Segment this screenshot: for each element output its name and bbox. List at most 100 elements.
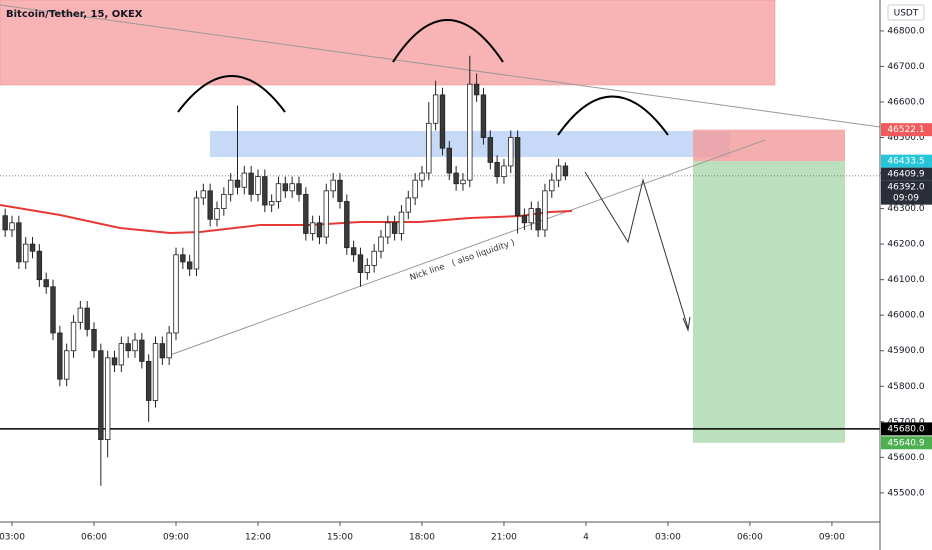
candle-body — [405, 197, 411, 213]
candle-body — [480, 94, 487, 138]
candle-body — [426, 122, 432, 174]
candle-body — [152, 343, 159, 401]
currency: USDT — [894, 9, 919, 19]
candle-body — [453, 172, 459, 185]
price-tag — [881, 436, 932, 450]
candle-body — [371, 250, 377, 266]
price-tag-label: 46522.1 — [887, 125, 924, 135]
candle-body — [262, 176, 268, 206]
candle-body — [193, 197, 200, 270]
candle-body — [255, 176, 261, 195]
candle-body — [227, 179, 234, 195]
candle-body — [282, 183, 289, 192]
candle-body — [357, 254, 364, 273]
candle-body — [555, 165, 562, 181]
candle-body — [446, 147, 452, 174]
y-tick-label: 46500.0 — [887, 133, 924, 143]
projection-arrow — [584, 171, 689, 329]
candle-body — [36, 250, 43, 281]
candle-body — [234, 179, 241, 188]
x-tick-label: 09:00 — [163, 533, 189, 543]
candle-body — [70, 321, 77, 352]
candle-body — [132, 339, 138, 352]
y-tick-label: 46000.0 — [887, 311, 924, 321]
candle-body — [275, 183, 282, 202]
candle-body — [467, 83, 473, 181]
candle-body — [432, 94, 439, 124]
candle-body — [77, 307, 84, 323]
candle-body — [350, 247, 357, 256]
x-tick-label: 15:00 — [327, 533, 353, 543]
candle-body — [207, 190, 213, 220]
candle-body — [344, 201, 350, 249]
candle-body — [309, 222, 316, 234]
candle-body — [508, 137, 514, 167]
trend-line — [0, 4, 881, 128]
y-tick-label: 46200.0 — [887, 240, 924, 250]
candle-body — [84, 307, 90, 330]
y-tick-label: 46700.0 — [887, 62, 924, 72]
candle-body — [145, 360, 152, 401]
currency-box — [887, 4, 925, 21]
candle-body — [487, 137, 493, 163]
candle-body — [296, 183, 302, 195]
price-axis — [880, 0, 932, 550]
price-tag-label: 46392.0 — [887, 183, 924, 193]
candle-body — [9, 222, 15, 231]
price-tag-label: 46433.5 — [887, 157, 924, 167]
candle-body — [173, 254, 179, 334]
candle-body — [91, 329, 97, 352]
candle-body — [528, 208, 534, 224]
price-tag — [881, 123, 932, 137]
y-tick-label: 45500.0 — [887, 488, 924, 498]
candle-body — [562, 165, 569, 177]
candle-body — [542, 190, 548, 231]
y-tick-label: 45700.0 — [887, 417, 924, 427]
candle-body — [200, 190, 207, 199]
candle-body — [221, 193, 227, 209]
candle-body — [378, 236, 384, 252]
candle-body — [29, 243, 36, 252]
shoulder-arc — [177, 75, 286, 113]
price-tag — [881, 180, 932, 205]
candle-body — [412, 179, 418, 199]
candle-body — [22, 243, 29, 263]
x-tick-label: 12:00 — [245, 533, 271, 543]
x-tick-label: 06:00 — [81, 533, 107, 543]
candle-body — [43, 279, 49, 288]
candle-body — [166, 332, 172, 359]
candle-body — [549, 179, 555, 192]
x-tick-label: 21:00 — [491, 533, 517, 543]
nick-line — [169, 139, 766, 356]
candle-body — [111, 357, 118, 366]
candle-body — [50, 286, 56, 334]
candle-body — [139, 339, 145, 362]
candle-body — [460, 179, 466, 185]
candle-body — [268, 201, 275, 206]
price-tag-label: 46409.9 — [887, 170, 924, 180]
candle-body — [104, 357, 111, 440]
candle-body — [241, 172, 248, 188]
price-tag — [881, 167, 932, 181]
candle-body — [16, 222, 22, 263]
price-tag — [881, 422, 932, 436]
x-tick-label: 4 — [583, 533, 589, 543]
chart-title: Bitcoin/Tether, 15, OKEX — [6, 9, 143, 20]
candle-body — [419, 172, 425, 181]
candle-body — [180, 254, 186, 263]
candle-body — [125, 343, 131, 352]
candle-body — [364, 265, 371, 273]
y-tick-label: 46600.0 — [887, 97, 924, 107]
candle-body — [118, 343, 125, 366]
head-arc — [392, 19, 504, 63]
candle-body — [439, 94, 446, 149]
candle-body — [330, 179, 336, 192]
y-tick-label: 45900.0 — [887, 346, 924, 356]
price-tag — [881, 154, 932, 168]
target-zone — [693, 161, 845, 443]
candle-body — [57, 332, 63, 380]
candle-body — [316, 222, 323, 238]
candle-body — [63, 350, 70, 380]
x-tick-label: 09:00 — [819, 533, 845, 543]
